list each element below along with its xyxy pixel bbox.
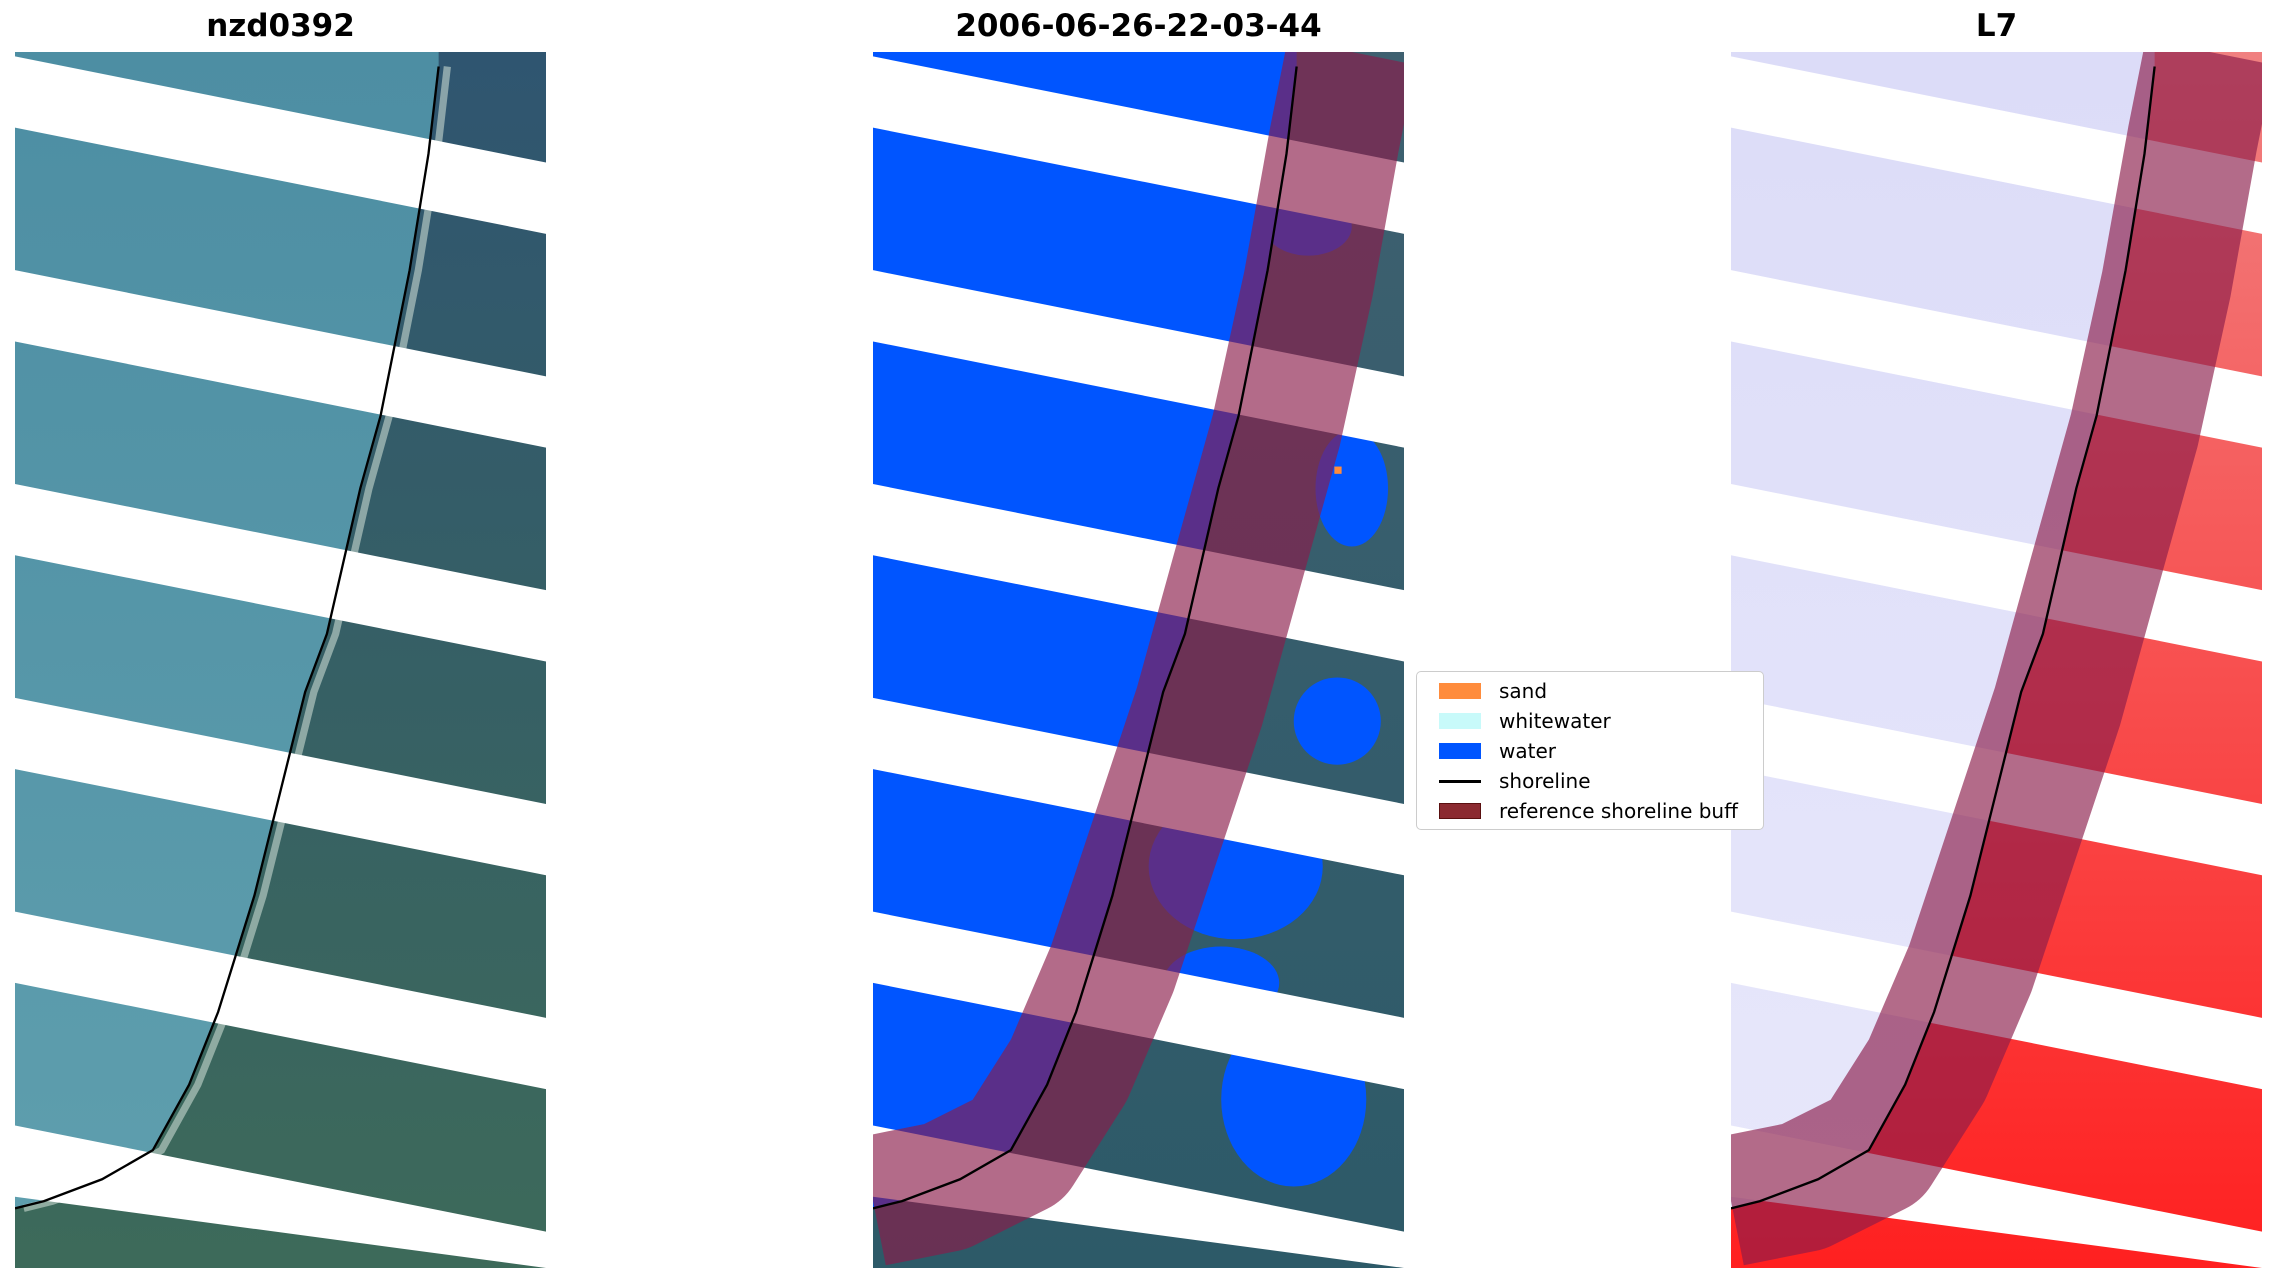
- legend-item-shoreline: shoreline: [1439, 768, 1591, 794]
- legend-item-water: water: [1439, 738, 1556, 764]
- data-gap-stripe: [15, 270, 546, 448]
- legend-item-buffer: reference shoreline buff: [1439, 798, 1738, 824]
- legend-item-whitewater: whitewater: [1439, 708, 1611, 734]
- legend-label: water: [1499, 739, 1556, 763]
- classified-image-panel: [873, 52, 1404, 1268]
- shoreline: [15, 66, 440, 1210]
- reference-shoreline-buffer: [873, 52, 1404, 1266]
- legend-label: reference shoreline buff: [1499, 799, 1738, 823]
- legend-label: shoreline: [1499, 769, 1591, 793]
- water-swatch: [1439, 743, 1481, 759]
- data-gap-stripe: [15, 1125, 546, 1268]
- whitewater-swatch: [1439, 713, 1481, 729]
- shoreline-swatch: [1439, 779, 1481, 783]
- shoreline: [873, 66, 1298, 1210]
- shoreline: [1731, 66, 2156, 1210]
- sand-pixel: [1334, 466, 1342, 474]
- panel-title-date: 2006-06-26-22-03-44: [955, 8, 1322, 44]
- buffer-swatch: [1439, 803, 1481, 819]
- reference-shoreline-buffer: [1731, 52, 2262, 1266]
- data-gap-stripe: [15, 56, 546, 234]
- data-gap-stripe: [15, 911, 546, 1090]
- data-gap-stripe: [15, 484, 546, 662]
- water-patch: [1293, 677, 1381, 765]
- legend-label: whitewater: [1499, 709, 1611, 733]
- rgb-image-panel: [15, 52, 546, 1268]
- panel-title-site: nzd0392: [206, 8, 355, 44]
- legend-item-sand: sand: [1439, 678, 1547, 704]
- legend: sand whitewater water shoreline referenc…: [1416, 671, 1764, 830]
- panel-title-satellite: L7: [1975, 8, 2018, 44]
- index-image-panel: [1731, 52, 2262, 1268]
- legend-label: sand: [1499, 679, 1548, 703]
- sand-swatch: [1439, 683, 1481, 699]
